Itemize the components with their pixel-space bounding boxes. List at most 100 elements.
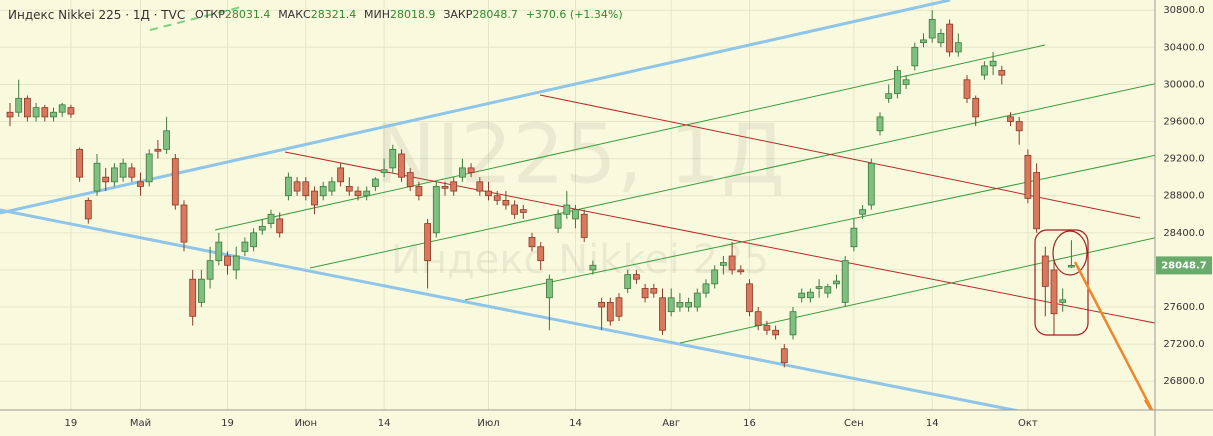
candle-body (50, 111, 57, 118)
candle-body (1024, 154, 1032, 199)
candle-body (902, 79, 910, 85)
candle-body (589, 264, 597, 271)
candle-body (380, 169, 388, 173)
y-tick-label: 30000.0 (1163, 79, 1204, 90)
candle-body (789, 311, 797, 336)
candle-body (180, 204, 188, 243)
channel-line (679, 224, 1213, 344)
candle-body (354, 190, 362, 197)
ohlc-label: МАКС (278, 8, 311, 21)
x-tick-label: Авг (662, 418, 680, 429)
channel-line (539, 94, 1141, 219)
candle-body (1007, 116, 1014, 122)
candle-body (711, 269, 719, 285)
candle-body (276, 218, 284, 234)
candle-body (859, 209, 866, 215)
x-tick-label: 14 (926, 418, 939, 429)
candle-body (615, 297, 623, 317)
candle-body (1041, 255, 1049, 287)
candle-body (250, 232, 258, 248)
candle-body (15, 97, 23, 113)
watermark-sub: Индекс Nikkei 225 (391, 237, 769, 283)
candle-body (424, 223, 432, 262)
candle-body (659, 297, 666, 331)
candle-body (6, 111, 14, 118)
candle-body (293, 181, 301, 192)
candle-body (537, 246, 545, 262)
ohlc-label: МИН (364, 8, 390, 21)
candle-body (911, 46, 919, 67)
x-tick-label: 19 (221, 418, 234, 429)
candle-body (937, 32, 945, 44)
candle-body (32, 107, 40, 118)
highlight-box (1034, 229, 1089, 336)
candle-body (728, 255, 736, 271)
y-tick-label: 29600.0 (1163, 117, 1204, 128)
candle-body (963, 79, 971, 99)
ohlc-value: 28031.4 (225, 8, 271, 21)
candle-body (780, 348, 788, 364)
candle-body (580, 213, 588, 238)
candle-body (885, 93, 893, 99)
candle-body (1015, 121, 1023, 132)
ohlc-label: ЗАКР (443, 8, 472, 21)
candle-body (946, 23, 953, 53)
candle-body (641, 288, 649, 299)
ohlc-value: 28321.4 (311, 8, 357, 21)
candle-body (894, 70, 901, 95)
candle-body (841, 260, 849, 303)
candle-body (398, 153, 405, 178)
candle-body (345, 186, 353, 192)
last-price-box (1156, 256, 1212, 275)
candle-body (441, 186, 449, 189)
candle-body (432, 186, 440, 234)
candle-body (667, 297, 675, 313)
candle-body (224, 255, 231, 266)
candle-body (23, 97, 31, 118)
candle-body (1059, 299, 1067, 303)
candle-body (876, 116, 884, 132)
candle-body (406, 172, 414, 187)
candle-body (311, 190, 318, 206)
candle-body (598, 301, 605, 308)
candle-body (650, 288, 658, 294)
candle-body (84, 199, 92, 220)
candle-body (850, 227, 858, 248)
y-tick-label: 27200.0 (1163, 339, 1204, 350)
legend-header: Индекс Nikkei 225 · 1Д · TVC ОТКР28031.4… (8, 8, 623, 22)
arrow (1073, 261, 1154, 411)
candle-body (154, 148, 162, 152)
x-tick-label: Июл (477, 418, 499, 429)
candle-body (763, 325, 771, 331)
candle-body (502, 199, 510, 206)
candle-body (1050, 269, 1058, 315)
candle-body (676, 301, 684, 308)
candle-body (137, 181, 144, 187)
x-tick-label: Июн (295, 418, 317, 429)
candle-body (76, 148, 83, 178)
candle-body (972, 97, 980, 118)
x-tick-label: 19 (65, 418, 78, 429)
candle-body (833, 280, 840, 285)
highlight-ellipse (1052, 230, 1088, 276)
candle-body (546, 278, 553, 299)
candle-body (119, 162, 127, 178)
candle-body (232, 255, 240, 271)
candle-body (102, 176, 110, 183)
candle-body (1068, 265, 1075, 268)
candle-body (998, 70, 1006, 76)
candle-body (572, 209, 579, 220)
candle-body (41, 107, 49, 118)
candle-body (215, 241, 223, 262)
candles (6, 10, 1075, 368)
candle-body (476, 181, 484, 192)
candle-body (815, 286, 823, 289)
change: +370.6 (+1.34%) (526, 8, 623, 21)
candle-body (363, 190, 371, 197)
x-tick-label: 14 (378, 418, 391, 429)
candle-body (67, 107, 75, 115)
candle-body (685, 301, 692, 308)
candle-body (624, 274, 632, 289)
candle-body (415, 186, 423, 197)
candle-body (981, 65, 988, 76)
